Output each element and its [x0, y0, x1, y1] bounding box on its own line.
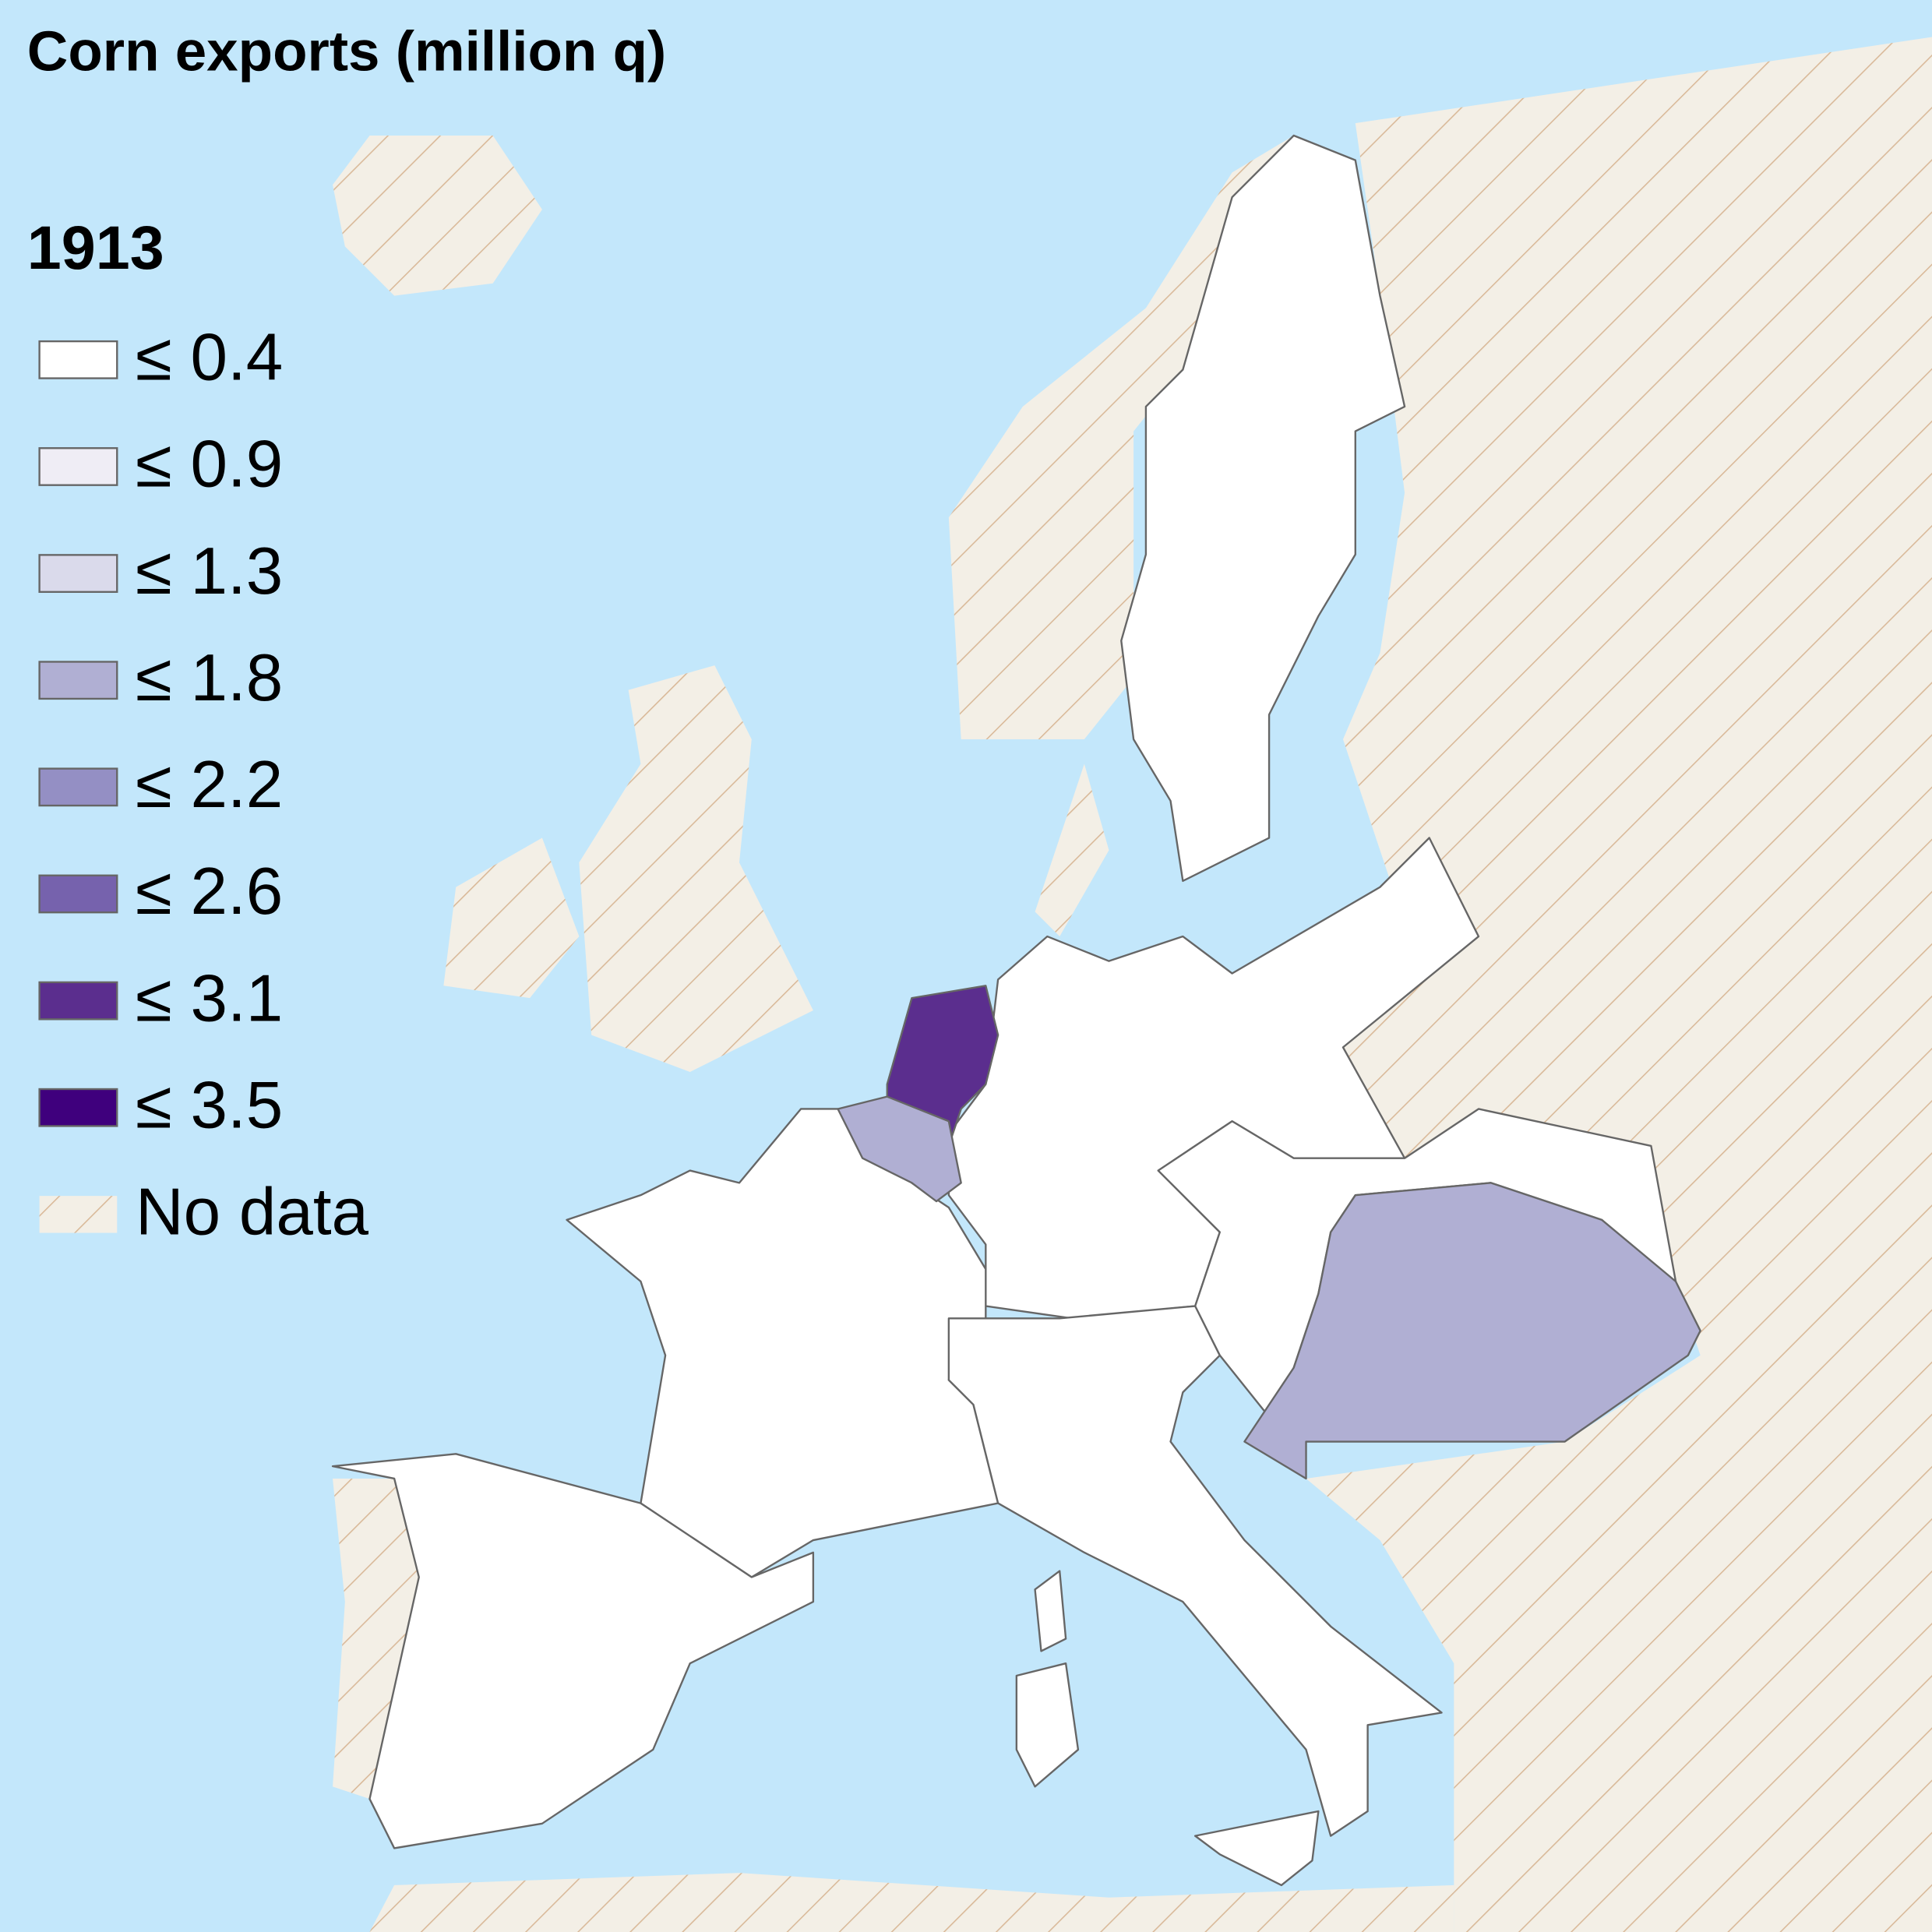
legend-swatch	[38, 447, 118, 486]
legend-swatch	[38, 767, 118, 807]
countries	[331, 134, 1701, 1887]
legend-label: ≤ 0.4	[136, 321, 283, 395]
country	[837, 1095, 962, 1203]
island	[1015, 1662, 1080, 1788]
legend-swatch	[38, 340, 118, 379]
country	[1120, 134, 1406, 883]
country	[1243, 1182, 1701, 1480]
legend-year: 1913	[27, 213, 164, 282]
legend-swatch	[38, 981, 118, 1021]
legend-label: ≤ 0.9	[136, 428, 283, 502]
map-title: Corn exports (million q)	[27, 19, 666, 83]
no-data-land	[333, 37, 1932, 1932]
legend-label: ≤ 1.8	[136, 641, 283, 715]
legend-swatch	[38, 554, 118, 594]
legend-label: ≤ 1.3	[136, 534, 283, 608]
island	[1034, 1570, 1067, 1652]
legend-swatch	[39, 1196, 118, 1233]
legend: ≤ 0.4 ≤ 0.9 ≤ 1.3 ≤ 1.8 ≤ 2.2 ≤ 2.6 ≤ 3.1 ≤ 3.5…	[38, 321, 369, 1250]
country	[331, 1453, 815, 1849]
legend-label: ≤ 3.1	[136, 961, 283, 1035]
legend-label: ≤ 2.2	[136, 748, 283, 822]
legend-swatch	[38, 874, 118, 914]
island	[1193, 1810, 1320, 1887]
legend-swatch	[38, 661, 118, 700]
legend-label: ≤ 2.6	[136, 855, 283, 929]
legend-label: ≤ 3.5	[136, 1068, 283, 1142]
legend-label: No data	[136, 1176, 369, 1250]
legend-swatch	[38, 1088, 118, 1127]
